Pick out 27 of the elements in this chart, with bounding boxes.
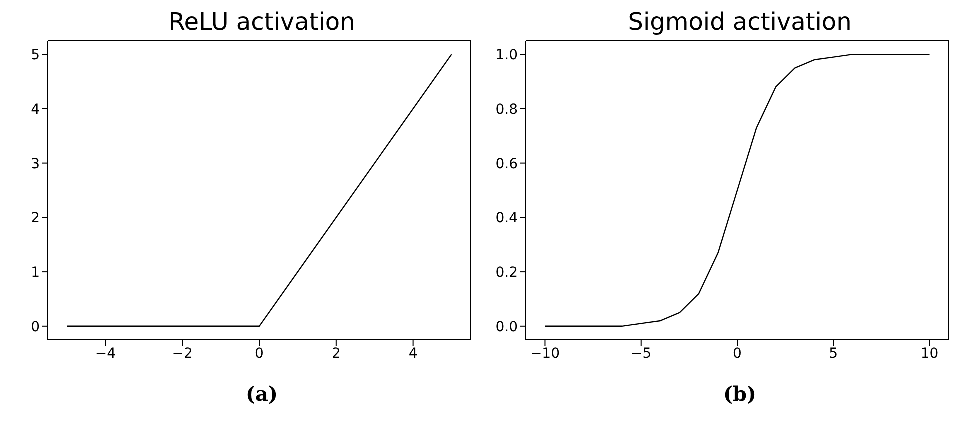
x-tick-label: 0 bbox=[733, 346, 742, 362]
chart-title: ReLU activation bbox=[168, 8, 356, 38]
text: (a) bbox=[245, 382, 279, 406]
y-tick-label: 4 bbox=[31, 102, 40, 118]
x-tick-label: 5 bbox=[829, 346, 838, 362]
x-tick-label: 4 bbox=[408, 346, 418, 362]
x-tick-label: 10 bbox=[920, 346, 939, 362]
y-tick-label: 0.6 bbox=[496, 156, 518, 172]
y-tick-label: 1.0 bbox=[496, 48, 518, 64]
y-tick-label: 0.8 bbox=[496, 102, 518, 118]
x-tick-label: 0 bbox=[255, 346, 264, 362]
y-tick-label: 0 bbox=[31, 319, 40, 336]
x-tick-label: −2 bbox=[172, 346, 193, 362]
x-tick-label: −10 bbox=[530, 346, 560, 362]
y-tick-label: 1 bbox=[31, 265, 40, 282]
line-series bbox=[544, 54, 930, 328]
y-tick-label: 2 bbox=[31, 210, 40, 227]
text: (b) bbox=[722, 382, 758, 406]
y-tick-label: 3 bbox=[31, 156, 40, 172]
y-tick-label: 0.2 bbox=[496, 265, 518, 282]
y-tick-label: 0.4 bbox=[496, 210, 518, 227]
x-tick-label: 2 bbox=[332, 346, 341, 362]
y-tick-label: 0.0 bbox=[496, 319, 518, 336]
x-tick-label: −5 bbox=[631, 346, 652, 362]
x-tick-label: −4 bbox=[95, 346, 116, 362]
y-tick-label: 5 bbox=[31, 48, 40, 64]
chart-title: Sigmoid activation bbox=[627, 8, 853, 38]
